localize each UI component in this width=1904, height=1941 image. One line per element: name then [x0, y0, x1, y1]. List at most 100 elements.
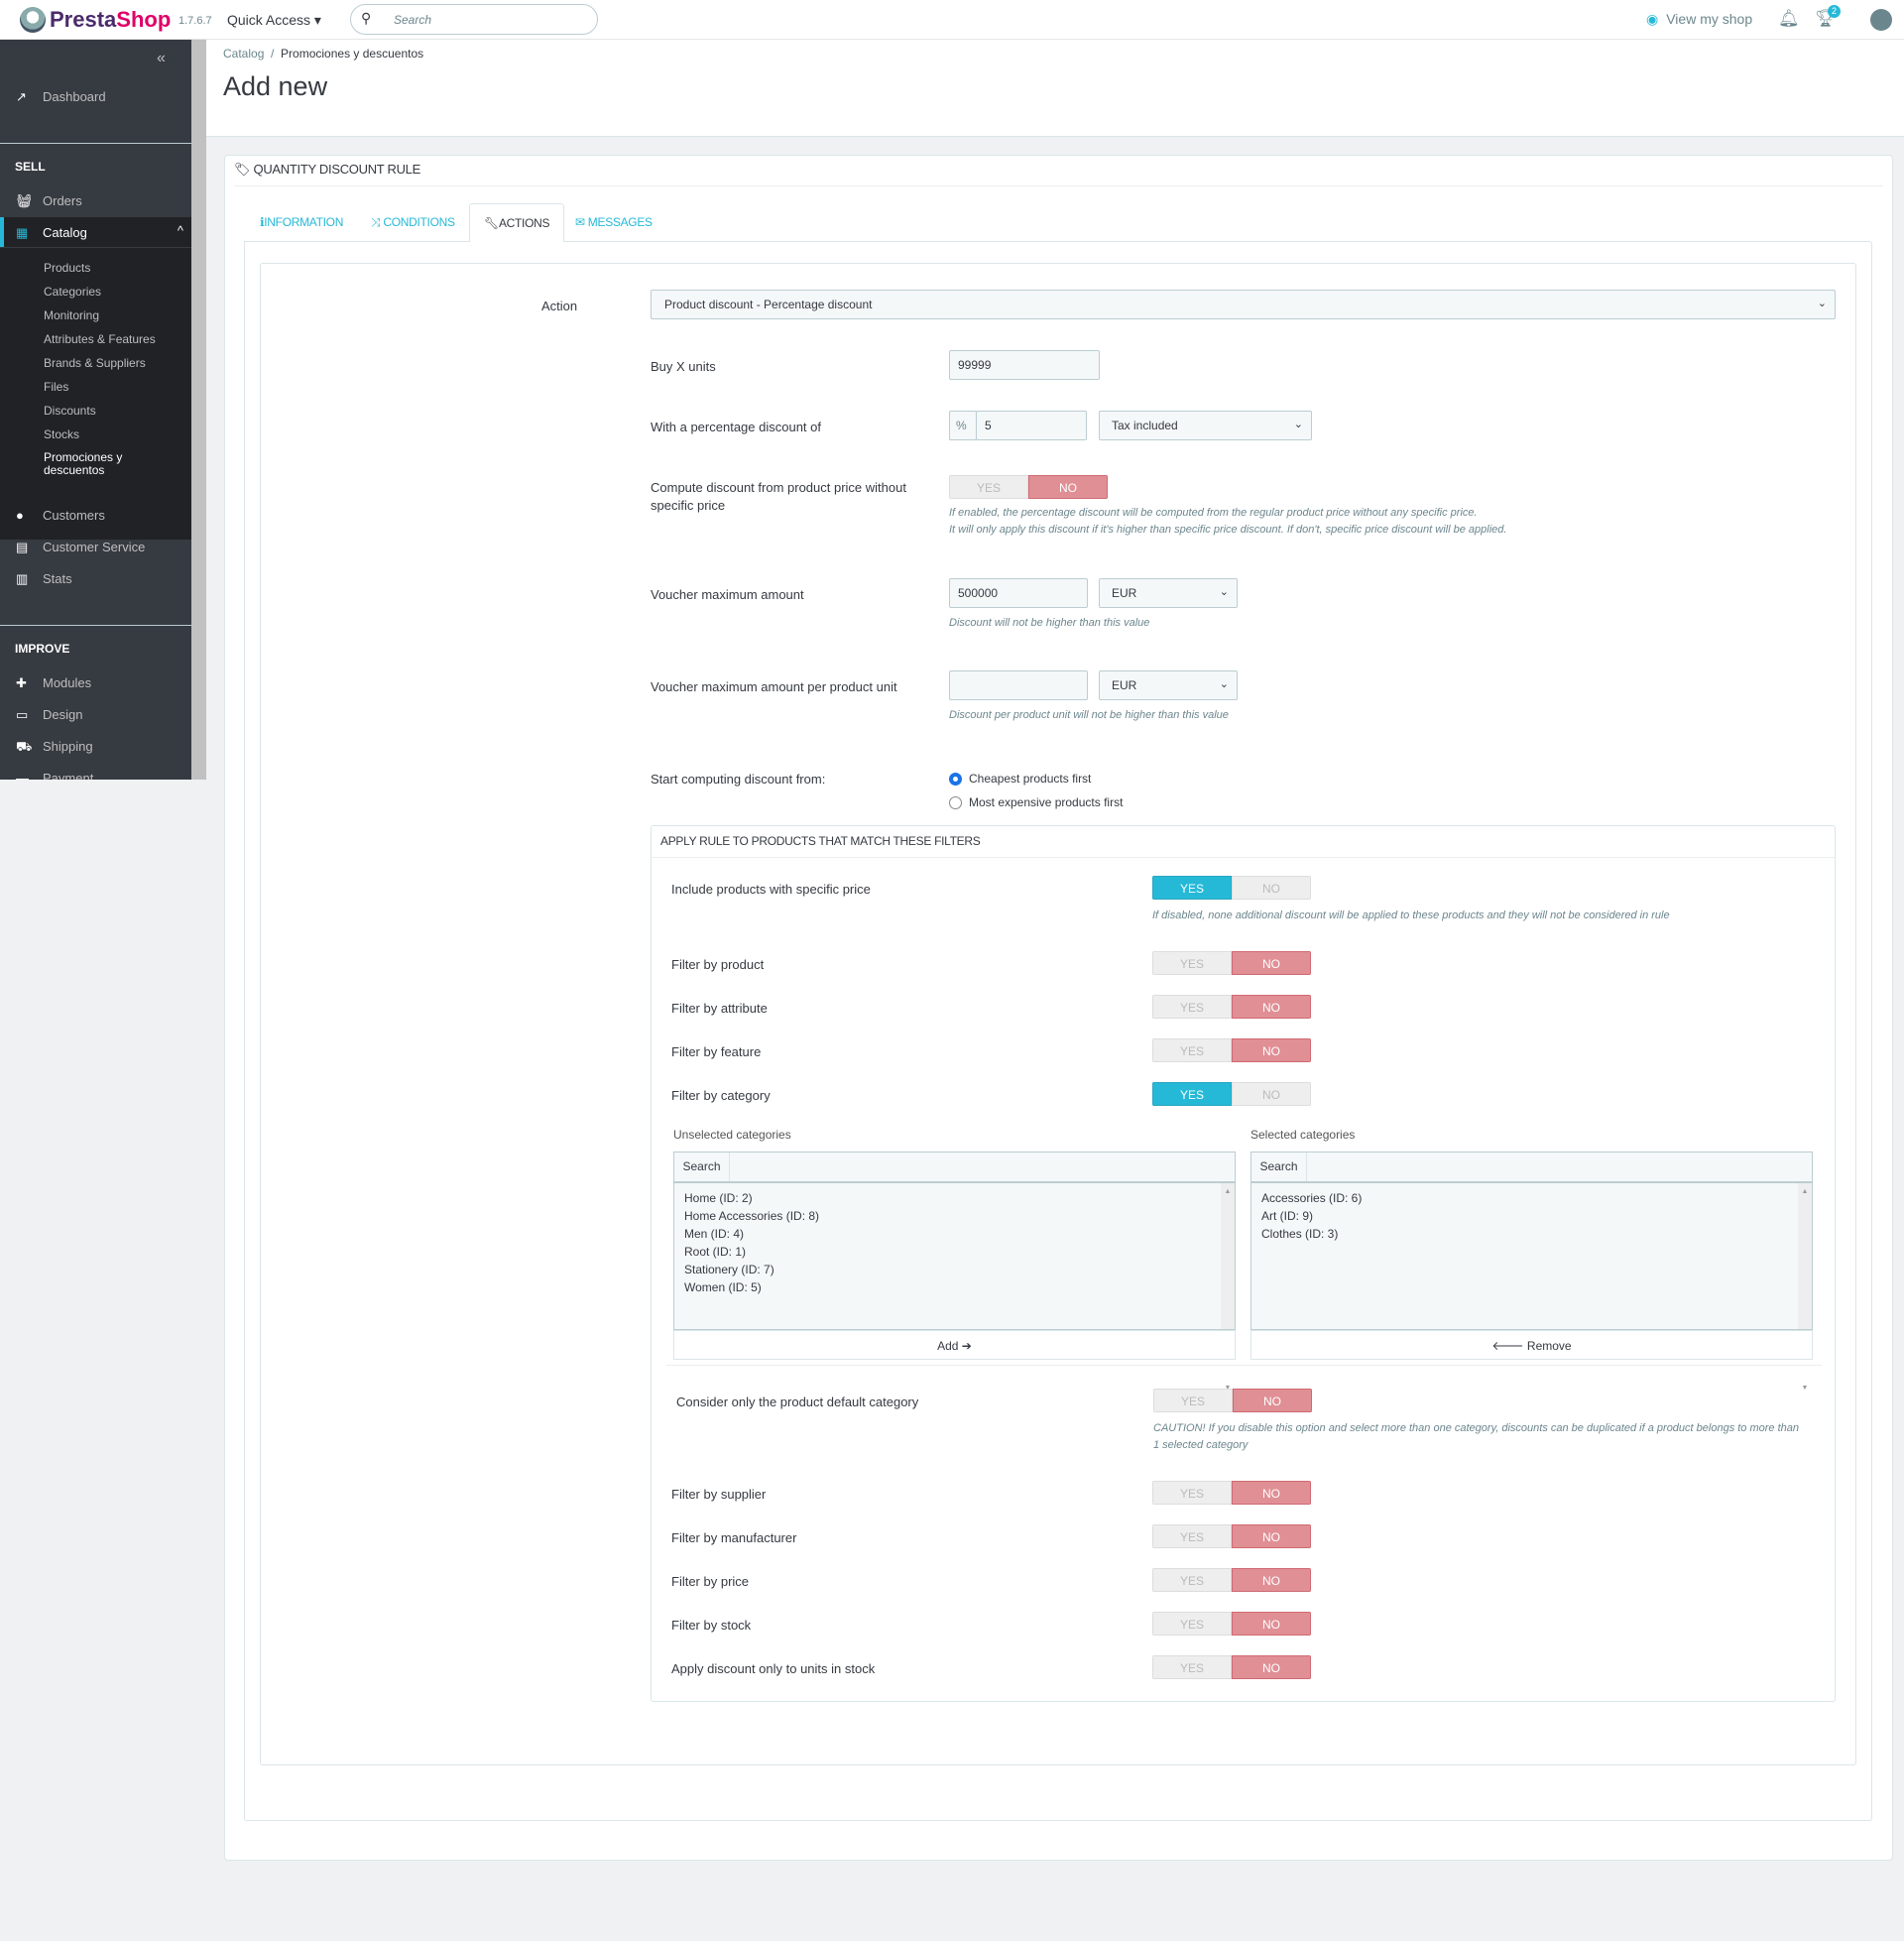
sidebar-subitem[interactable]: Monitoring [44, 308, 100, 322]
brand-logo[interactable]: PrestaShop [50, 7, 172, 32]
filter-toggle[interactable]: YES NO [1152, 1568, 1311, 1592]
sidebar-item-catalog[interactable]: ▦ Catalog ^ [0, 217, 191, 247]
voucher-unit-currency-select[interactable]: EUR ⌄ [1099, 670, 1238, 700]
filter-toggle[interactable]: YES NO [1152, 1038, 1311, 1062]
view-shop-link[interactable]: ◉ View my shop [1646, 11, 1752, 28]
category-option[interactable]: Stationery (ID: 7) [684, 1263, 774, 1276]
tab-messages[interactable]: ✉ MESSAGES [575, 215, 653, 229]
selected-categories-list[interactable]: ▲ ▼ Accessories (ID: 6) Art (ID: 9) Clothes … [1250, 1182, 1813, 1392]
filter-toggle[interactable]: YES NO [1152, 995, 1311, 1019]
toggle-yes[interactable]: YES [1152, 1524, 1232, 1548]
filter-toggle[interactable]: YES NO [1152, 1481, 1311, 1505]
category-option[interactable]: Art (ID: 9) [1261, 1209, 1314, 1223]
toggle-yes[interactable]: YES [1152, 1082, 1232, 1106]
toggle-yes[interactable]: YES [1152, 1612, 1232, 1636]
toggle-yes[interactable]: YES [1152, 995, 1232, 1019]
filters-panel [651, 825, 1836, 1702]
unselected-categories-list[interactable]: ▲▼ Home (ID: 2) Home Accessories (ID: 8) Me… [673, 1182, 1236, 1392]
toggle-no[interactable]: NO [1232, 1612, 1311, 1636]
include-specific-toggle[interactable]: YES NO [1152, 876, 1311, 900]
sidebar-subitem[interactable]: Attributes & Features [44, 332, 156, 346]
toggle-yes[interactable]: YES [1152, 1568, 1232, 1592]
search-input[interactable]: ⚲ Search [350, 4, 598, 35]
toggle-no[interactable]: NO [1232, 995, 1311, 1019]
page-title: Add new [223, 71, 328, 101]
sidebar-scrollbar[interactable] [191, 40, 206, 780]
tab-conditions[interactable]: ⤨ CONDITIONS [371, 215, 455, 229]
toggle-yes[interactable]: YES [1152, 1481, 1232, 1505]
voucher-unit-input[interactable] [949, 670, 1088, 700]
percentage-input[interactable]: 5 [976, 411, 1087, 440]
voucher-max-help: Discount will not be higher than this va… [949, 617, 1150, 629]
tab-information[interactable]: ℹINFORMATION [260, 215, 344, 229]
default-category-help: CAUTION! If you disable this option and … [1153, 1422, 1800, 1451]
scrollbar[interactable]: ▲▼ [1798, 1183, 1812, 1392]
card-icon: ▬ [16, 771, 29, 780]
toggle-no[interactable]: NO [1232, 1524, 1311, 1548]
scrollbar[interactable]: ▲▼ [1221, 1183, 1235, 1392]
sidebar-item-payment[interactable]: ▬ Payment [0, 771, 191, 780]
toggle-no[interactable]: NO [1232, 1481, 1311, 1505]
quick-access-dropdown[interactable]: Quick Access ▾ [227, 12, 321, 28]
selected-search-input[interactable]: Search [1250, 1152, 1813, 1182]
toggle-yes[interactable]: YES [1152, 1038, 1232, 1062]
toggle-no[interactable]: NO [1232, 951, 1311, 975]
category-option[interactable]: Accessories (ID: 6) [1261, 1191, 1363, 1205]
percent-addon: % [949, 411, 977, 440]
category-option[interactable]: Clothes (ID: 3) [1261, 1227, 1339, 1241]
toggle-no[interactable]: NO [1232, 1082, 1311, 1106]
toggle-no[interactable]: NO [1233, 1389, 1312, 1412]
tab-actions[interactable]: 🔧︎ACTIONS [469, 203, 565, 242]
breadcrumb-catalog[interactable]: Catalog [223, 47, 265, 61]
toggle-yes[interactable]: YES [949, 475, 1028, 499]
category-option[interactable]: Home Accessories (ID: 8) [684, 1209, 820, 1223]
eye-icon: ◉ [1646, 11, 1659, 27]
radio-cheapest[interactable] [949, 773, 962, 786]
default-category-label: Consider only the product default catego… [676, 1395, 919, 1409]
tax-select[interactable]: Tax included ⌄ [1099, 411, 1312, 440]
voucher-max-input[interactable]: 500000 [949, 578, 1088, 608]
toggle-no[interactable]: NO [1232, 1655, 1311, 1679]
toggle-yes[interactable]: YES [1152, 951, 1232, 975]
add-category-button[interactable]: Add ➔ [673, 1330, 1236, 1360]
collapse-icon[interactable]: « [157, 50, 166, 66]
sidebar-subitem[interactable]: Promociones y descuentos [44, 450, 123, 477]
voucher-max-currency-select[interactable]: EUR ⌄ [1099, 578, 1238, 608]
sidebar-subitem[interactable]: Stocks [44, 427, 80, 441]
category-option[interactable]: Root (ID: 1) [684, 1245, 747, 1259]
category-option[interactable]: Men (ID: 4) [684, 1227, 745, 1241]
filter-toggle[interactable]: YES NO [1152, 951, 1311, 975]
toggle-yes[interactable]: YES [1153, 1389, 1233, 1412]
sidebar-subitem[interactable]: Files [44, 380, 69, 394]
breadcrumb-current: Promociones y descuentos [281, 47, 424, 61]
category-option[interactable]: Women (ID: 5) [684, 1280, 762, 1294]
unselected-search-input[interactable]: Search [673, 1152, 1236, 1182]
filter-label: Apply discount only to units in stock [671, 1661, 876, 1676]
toggle-no[interactable]: NO [1232, 876, 1311, 900]
toggle-yes[interactable]: YES [1152, 876, 1232, 900]
filter-toggle[interactable]: YES NO [1152, 1082, 1311, 1106]
bell-icon[interactable]: 🔔︎ [1778, 9, 1800, 28]
radio-most-expensive[interactable] [949, 796, 962, 809]
category-option[interactable]: Home (ID: 2) [684, 1191, 753, 1205]
sidebar-subitem[interactable]: Categories [44, 285, 102, 299]
toggle-no[interactable]: NO [1232, 1038, 1311, 1062]
default-category-toggle[interactable]: YES NO [1153, 1389, 1312, 1412]
compute-toggle[interactable]: YES NO [949, 475, 1108, 499]
monitor-icon: ▭ [16, 707, 29, 722]
avatar[interactable] [1870, 9, 1892, 31]
toggle-yes[interactable]: YES [1152, 1655, 1232, 1679]
sidebar-subitem[interactable]: Discounts [44, 404, 96, 418]
action-select[interactable]: Product discount - Percentage discount ⌄ [651, 290, 1836, 319]
breadcrumb: Catalog / Promociones y descuentos [223, 47, 424, 61]
filter-toggle[interactable]: YES NO [1152, 1655, 1311, 1679]
toggle-no[interactable]: NO [1232, 1568, 1311, 1592]
prestashop-logo-icon[interactable] [20, 7, 46, 33]
remove-category-button[interactable]: 🡐 Remove [1250, 1330, 1813, 1360]
filter-toggle[interactable]: YES NO [1152, 1524, 1311, 1548]
toggle-no[interactable]: NO [1028, 475, 1108, 499]
filter-toggle[interactable]: YES NO [1152, 1612, 1311, 1636]
sidebar-subitem[interactable]: Brands & Suppliers [44, 356, 146, 370]
sidebar-subitem[interactable]: Products [44, 261, 91, 275]
buy-units-input[interactable]: 99999 [949, 350, 1100, 380]
